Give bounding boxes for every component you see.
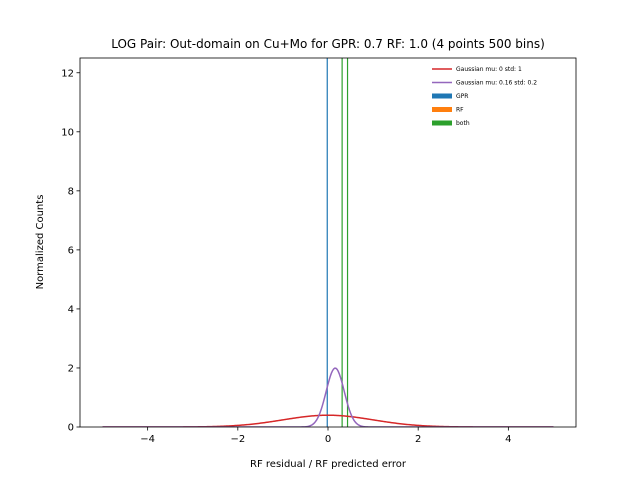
gaussian-curve-1 bbox=[102, 367, 554, 427]
hist-bar-both-0 bbox=[341, 58, 343, 427]
y-axis-label: Normalized Counts bbox=[35, 195, 46, 290]
legend: Gaussian mu: 0 std: 1 Gaussian mu: 0.16 s… bbox=[432, 66, 537, 127]
hist-bar-both-1 bbox=[346, 58, 349, 427]
legend-label: Gaussian mu: 0 std: 1 bbox=[456, 66, 522, 73]
plot-area bbox=[79, 57, 577, 428]
gaussian-curve-0 bbox=[102, 414, 554, 427]
x-axis: −4 −2 0 2 4 bbox=[140, 427, 512, 445]
plot-frame bbox=[79, 57, 577, 428]
legend-label: both bbox=[456, 120, 470, 127]
hist-bar-GPR-0 bbox=[326, 58, 328, 427]
y-axis: 0 2 4 6 8 10 12 bbox=[61, 68, 80, 434]
y-tick-label: 10 bbox=[61, 127, 74, 138]
legend-patch-swatch bbox=[432, 93, 452, 99]
y-tick-label: 8 bbox=[68, 186, 74, 197]
plot-marks bbox=[102, 58, 554, 427]
y-tick-label: 4 bbox=[68, 304, 74, 315]
legend-label: RF bbox=[456, 107, 464, 114]
legend-label: GPR bbox=[456, 93, 468, 100]
y-tick-label: 12 bbox=[61, 68, 74, 79]
y-tick-label: 2 bbox=[68, 363, 74, 374]
legend-patch-swatch bbox=[432, 120, 452, 126]
legend-label: Gaussian mu: 0.16 std: 0.2 bbox=[456, 80, 537, 87]
chart-title: LOG Pair: Out-domain on Cu+Mo for GPR: 0… bbox=[111, 37, 545, 51]
legend-patch-swatch bbox=[432, 107, 452, 112]
x-tick-label: −4 bbox=[140, 434, 155, 445]
x-axis-label: RF residual / RF predicted error bbox=[250, 459, 407, 470]
x-tick-label: −2 bbox=[230, 434, 245, 445]
y-tick-label: 0 bbox=[68, 423, 74, 434]
y-tick-label: 6 bbox=[68, 245, 74, 256]
x-tick-label: 2 bbox=[415, 434, 421, 445]
x-tick-label: 0 bbox=[325, 434, 331, 445]
x-tick-label: 4 bbox=[505, 434, 511, 445]
